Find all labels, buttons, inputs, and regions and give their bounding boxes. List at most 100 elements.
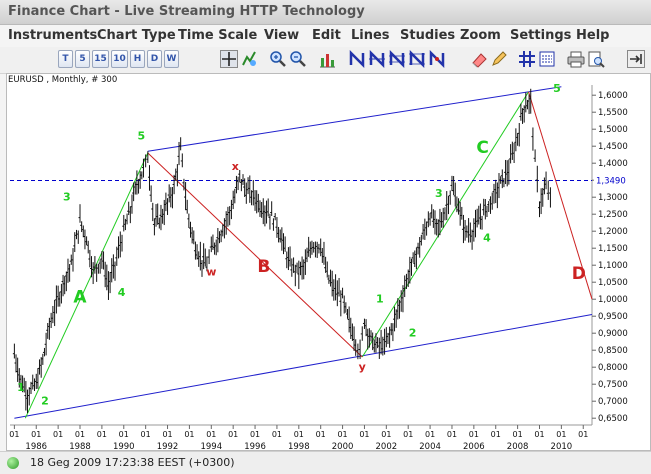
trendline-icon[interactable]: [348, 50, 366, 68]
x-minor-label: 01: [469, 430, 479, 439]
menu-zoom[interactable]: Zoom: [460, 28, 501, 43]
bar-chart-icon[interactable]: [318, 50, 336, 68]
grid-icon[interactable]: [518, 50, 536, 68]
period-h-button[interactable]: H: [130, 50, 145, 68]
marker-icon[interactable]: [428, 50, 446, 68]
x-tick-label: 1990: [113, 442, 135, 451]
x-minor-label: 01: [228, 430, 238, 439]
x-minor-label: 01: [119, 430, 129, 439]
x-tick-label: 1988: [69, 442, 91, 451]
y-tick-label: 0,7000: [598, 397, 628, 407]
channel-icon[interactable]: [368, 50, 386, 68]
fibonacci-icon[interactable]: [388, 50, 406, 68]
window-title: Finance Chart - Live Streaming HTTP Tech…: [8, 4, 365, 19]
x-minor-label: 01: [75, 430, 85, 439]
y-tick-label: 0,8000: [598, 363, 628, 373]
wave-label: 5: [137, 129, 145, 142]
list-icon[interactable]: [538, 50, 556, 68]
y-tick-label: 0,9500: [598, 312, 628, 322]
wave-label: C: [476, 138, 488, 158]
wave-label: y: [359, 361, 366, 374]
connection-status-icon: [7, 457, 19, 469]
period-t-button[interactable]: T: [58, 50, 73, 68]
menu-bar: Instruments Chart Type Time Scale View E…: [0, 25, 651, 47]
x-minor-label: 01: [491, 430, 501, 439]
menu-lines[interactable]: Lines: [351, 28, 390, 43]
print-icon[interactable]: [567, 50, 585, 68]
x-minor-label: 01: [184, 430, 194, 439]
menu-edit[interactable]: Edit: [312, 28, 341, 43]
x-minor-label: 01: [447, 430, 457, 439]
y-tick-label: 1,0000: [598, 295, 628, 305]
y-tick-label: 0,7500: [598, 380, 628, 390]
crosshair-icon[interactable]: [220, 50, 238, 68]
y-tick-label: 1,4000: [598, 159, 628, 169]
menu-chart-type[interactable]: Chart Type: [97, 28, 176, 43]
title-bar: Finance Chart - Live Streaming HTTP Tech…: [0, 0, 651, 25]
x-minor-label: 01: [294, 430, 304, 439]
zoom-in-icon[interactable]: [269, 50, 287, 68]
period-5-button[interactable]: 5: [75, 50, 90, 68]
wave-red-line: [528, 91, 593, 300]
x-minor-label: 01: [425, 430, 435, 439]
period-w-button[interactable]: W: [164, 50, 179, 68]
chart-header: EURUSD , Monthly, # 300: [8, 75, 117, 85]
toolbar: T 5 15 10 H D W: [0, 47, 651, 74]
x-minor-label: 01: [337, 430, 347, 439]
period-10-button[interactable]: 10: [111, 50, 128, 68]
wave-label: A: [73, 288, 87, 308]
pencil-icon[interactable]: [490, 50, 508, 68]
menu-time-scale[interactable]: Time Scale: [178, 28, 258, 43]
wave-label: 1: [376, 293, 384, 306]
x-minor-label: 01: [513, 430, 523, 439]
x-minor-label: 01: [578, 430, 588, 439]
x-tick-label: 2004: [419, 442, 441, 451]
menu-instruments[interactable]: Instruments: [8, 28, 98, 43]
period-15-button[interactable]: 15: [92, 50, 109, 68]
y-tick-label: 1,1500: [598, 244, 628, 254]
wave-label: w: [206, 265, 216, 278]
wave-label: 2: [41, 395, 49, 408]
x-tick-label: 1986: [25, 442, 47, 451]
period-d-button[interactable]: D: [147, 50, 162, 68]
chart-area[interactable]: EURUSD , Monthly, # 300 1,6000 1,5500 1,50…: [6, 73, 651, 452]
x-minor-label: 01: [272, 430, 282, 439]
menu-view[interactable]: View: [264, 28, 300, 43]
wave-label: 2: [409, 327, 417, 340]
wave-label: x: [232, 160, 239, 173]
menu-settings[interactable]: Settings: [510, 28, 572, 43]
menu-help[interactable]: Help: [576, 28, 610, 43]
y-tick-label: 0,6500: [598, 414, 628, 424]
x-minor-label: 01: [9, 430, 19, 439]
wave-label: 3: [435, 187, 443, 200]
x-minor-label: 01: [534, 430, 544, 439]
x-minor-label: 01: [556, 430, 566, 439]
eraser-icon[interactable]: [470, 50, 488, 68]
channel-lower-line: [14, 314, 593, 419]
y-tick-label: 0,8500: [598, 346, 628, 356]
wave-green-line: [361, 91, 529, 358]
y-tick-label: 1,6000: [598, 91, 628, 101]
zoom-out-icon[interactable]: [289, 50, 307, 68]
wave-label: 4: [483, 231, 491, 244]
wave-label: 4: [118, 286, 126, 299]
x-tick-label: 2002: [376, 442, 398, 451]
status-bar: 18 Geg 2009 17:23:38 EEST (+0300): [0, 451, 651, 474]
x-tick-label: 1994: [200, 442, 222, 451]
x-minor-label: 01: [162, 430, 172, 439]
current-price-marker: 1,3490: [594, 173, 636, 187]
channel-upper-line: [147, 86, 562, 152]
x-tick-label: 2000: [332, 442, 354, 451]
y-tick-label: 1,5500: [598, 108, 628, 118]
x-tick-label: 1996: [244, 442, 266, 451]
print-preview-icon[interactable]: [587, 50, 605, 68]
draw-icon[interactable]: [240, 50, 258, 68]
price-chart[interactable]: EURUSD , Monthly, # 300 1,6000 1,5500 1,50…: [6, 73, 651, 452]
x-tick-label: 1998: [288, 442, 310, 451]
parallel-icon[interactable]: [408, 50, 426, 68]
y-tick-label: 1,4500: [598, 142, 628, 152]
menu-studies[interactable]: Studies: [400, 28, 456, 43]
exit-icon[interactable]: [627, 50, 645, 68]
x-minor-label: 01: [31, 430, 41, 439]
y-tick-label: 1,1000: [598, 261, 628, 271]
